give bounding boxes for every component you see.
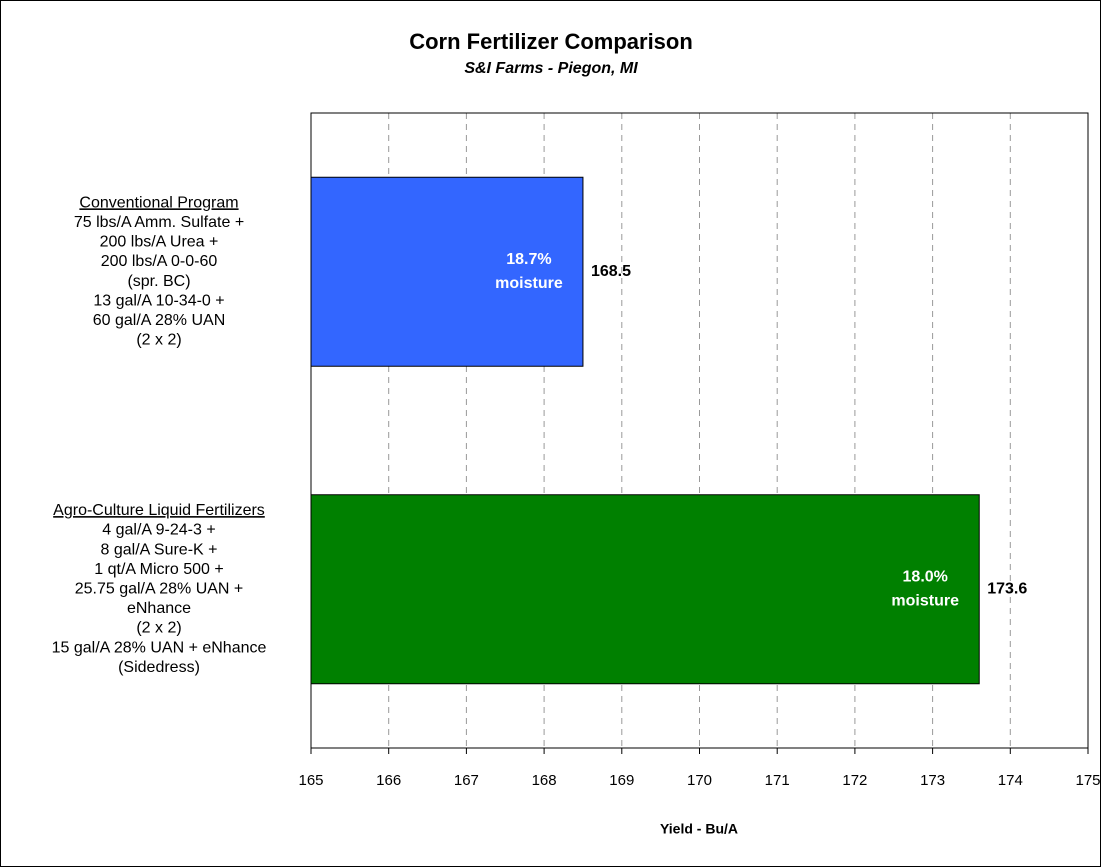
category-label: 25.75 gal/A 28% UAN + [75,580,244,597]
category-label: 60 gal/A 28% UAN [93,312,226,329]
x-tick-label: 165 [298,772,323,789]
value-label: 168.5 [591,263,631,280]
category-label: Agro-Culture Liquid Fertilizers [53,502,265,519]
bar [310,494,980,685]
category-label: eNhance [127,600,191,617]
x-tick-label: 171 [765,772,790,789]
plot-border [310,112,1089,749]
category-label: 15 gal/A 28% UAN + eNhance [52,639,267,656]
x-tick-label: 166 [376,772,401,789]
category-label: (spr. BC) [127,273,190,290]
value-label: 173.6 [987,580,1027,597]
x-tick-label: 168 [532,772,557,789]
category-label: (2 x 2) [136,620,181,637]
category-label: 200 lbs/A Urea + [100,234,219,251]
x-tick-label: 172 [842,772,867,789]
x-tick-label: 174 [998,772,1023,789]
category-label: 4 gal/A 9-24-3 + [102,522,215,539]
category-label: 8 gal/A Sure-K + [101,541,218,558]
category-label: 13 gal/A 10-34-0 + [93,292,224,309]
bar [310,176,584,367]
x-tick-label: 173 [920,772,945,789]
chart-subtitle: S&I Farms - Piegon, MI [464,60,638,77]
category-label: (2 x 2) [136,332,181,349]
category-label: 75 lbs/A Amm. Sulfate + [74,214,244,231]
chart-title: Corn Fertilizer Comparison [409,29,693,54]
category-label: Conventional Program [79,194,238,211]
category-label: 200 lbs/A 0-0-60 [101,253,218,270]
category-label: 1 qt/A Micro 500 + [94,561,223,578]
bar-annotation: 18.7% [506,251,551,268]
x-tick-label: 169 [609,772,634,789]
bar-annotation: 18.0% [903,568,948,585]
x-tick-label: 175 [1075,772,1100,789]
x-axis-title: Yield - Bu/A [660,821,738,837]
bar-annotation: moisture [495,275,563,292]
x-tick-label: 167 [454,772,479,789]
category-label: (Sidedress) [118,659,200,676]
x-tick-label: 170 [687,772,712,789]
bar-annotation: moisture [891,592,959,609]
